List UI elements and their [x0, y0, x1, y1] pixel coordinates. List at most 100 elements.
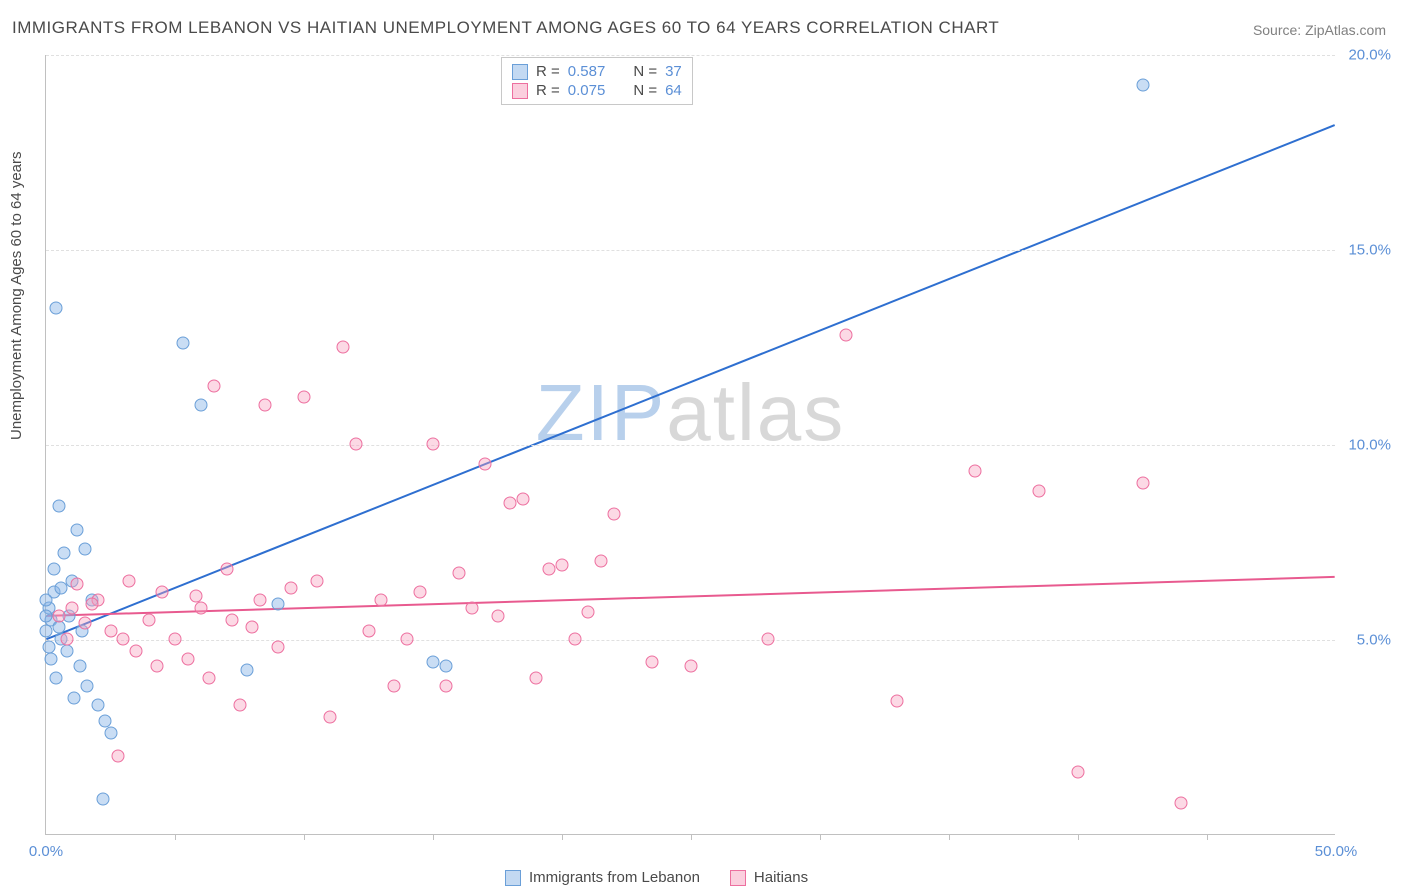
data-point	[427, 656, 440, 669]
data-point	[414, 586, 427, 599]
x-tick	[175, 834, 176, 840]
data-point	[349, 438, 362, 451]
legend-r-val: 0.587	[568, 63, 606, 80]
data-point	[362, 625, 375, 638]
data-point	[272, 640, 285, 653]
data-point	[439, 660, 452, 673]
swatch-blue-icon	[512, 64, 528, 80]
data-point	[504, 496, 517, 509]
legend-r-label: R =	[536, 63, 560, 80]
y-axis-label: Unemployment Among Ages 60 to 64 years	[8, 151, 25, 440]
data-point	[60, 633, 73, 646]
data-point	[194, 601, 207, 614]
data-point	[491, 609, 504, 622]
data-point	[310, 574, 323, 587]
legend-n-val: 37	[665, 63, 682, 80]
y-tick-label: 15.0%	[1348, 242, 1391, 259]
data-point	[465, 601, 478, 614]
data-point	[176, 336, 189, 349]
data-point	[143, 613, 156, 626]
legend-n-val: 64	[665, 82, 682, 99]
data-point	[117, 633, 130, 646]
data-point	[81, 679, 94, 692]
data-point	[233, 699, 246, 712]
source-attribution: Source: ZipAtlas.com	[1253, 22, 1386, 38]
chart-container: IMMIGRANTS FROM LEBANON VS HAITIAN UNEMP…	[0, 0, 1406, 892]
data-point	[272, 597, 285, 610]
data-point	[285, 582, 298, 595]
x-tick-label: 0.0%	[29, 843, 63, 860]
legend-r-label: R =	[536, 82, 560, 99]
x-tick	[949, 834, 950, 840]
data-point	[1136, 477, 1149, 490]
data-point	[70, 523, 83, 536]
watermark-zip: ZIP	[536, 368, 666, 457]
gridline	[46, 250, 1335, 251]
data-point	[839, 328, 852, 341]
legend-r-val: 0.075	[568, 82, 606, 99]
data-point	[298, 391, 311, 404]
data-point	[246, 621, 259, 634]
x-tick	[691, 834, 692, 840]
swatch-pink-icon	[730, 870, 746, 886]
data-point	[1136, 79, 1149, 92]
data-point	[259, 399, 272, 412]
data-point	[40, 625, 53, 638]
data-point	[452, 566, 465, 579]
legend-stats: R = 0.587 N = 37 R = 0.075 N = 64	[501, 57, 693, 105]
gridline	[46, 55, 1335, 56]
data-point	[91, 699, 104, 712]
watermark-atlas: atlas	[666, 368, 845, 457]
plot-area: ZIPatlas R = 0.587 N = 37 R = 0.075 N = …	[45, 55, 1335, 835]
data-point	[439, 679, 452, 692]
x-tick	[433, 834, 434, 840]
data-point	[181, 652, 194, 665]
data-point	[375, 594, 388, 607]
data-point	[323, 711, 336, 724]
data-point	[52, 500, 65, 513]
gridline	[46, 445, 1335, 446]
data-point	[122, 574, 135, 587]
data-point	[52, 621, 65, 634]
legend-n-label: N =	[633, 63, 657, 80]
data-point	[52, 609, 65, 622]
y-tick-label: 10.0%	[1348, 437, 1391, 454]
data-point	[194, 399, 207, 412]
data-point	[762, 633, 775, 646]
legend-n-label: N =	[633, 82, 657, 99]
data-point	[156, 586, 169, 599]
data-point	[86, 597, 99, 610]
data-point	[104, 625, 117, 638]
swatch-pink-icon	[512, 83, 528, 99]
data-point	[207, 379, 220, 392]
data-point	[202, 672, 215, 685]
data-point	[968, 465, 981, 478]
data-point	[401, 633, 414, 646]
data-point	[543, 562, 556, 575]
data-point	[1175, 796, 1188, 809]
data-point	[96, 792, 109, 805]
data-point	[607, 508, 620, 521]
data-point	[220, 562, 233, 575]
data-point	[40, 609, 53, 622]
swatch-blue-icon	[505, 870, 521, 886]
y-tick-label: 20.0%	[1348, 47, 1391, 64]
data-point	[530, 672, 543, 685]
x-tick	[1078, 834, 1079, 840]
data-point	[50, 672, 63, 685]
data-point	[58, 547, 71, 560]
trend-line	[46, 125, 1334, 639]
data-point	[189, 590, 202, 603]
chart-title: IMMIGRANTS FROM LEBANON VS HAITIAN UNEMP…	[12, 18, 999, 38]
data-point	[568, 633, 581, 646]
legend-item-lebanon: Immigrants from Lebanon	[505, 869, 700, 886]
data-point	[50, 301, 63, 314]
data-point	[1072, 765, 1085, 778]
data-point	[65, 601, 78, 614]
data-point	[150, 660, 163, 673]
data-point	[68, 691, 81, 704]
data-point	[336, 340, 349, 353]
data-point	[556, 558, 569, 571]
legend-label: Haitians	[754, 869, 808, 886]
data-point	[169, 633, 182, 646]
